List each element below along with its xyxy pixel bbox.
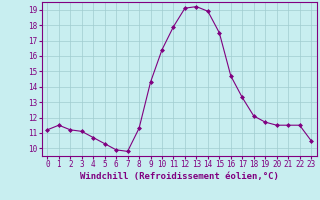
X-axis label: Windchill (Refroidissement éolien,°C): Windchill (Refroidissement éolien,°C) [80,172,279,181]
